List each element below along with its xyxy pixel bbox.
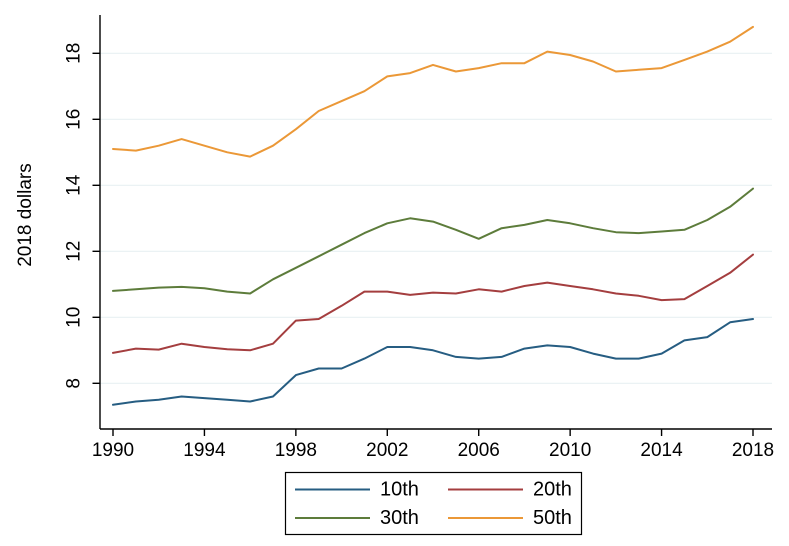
x-tick-label: 1998 (275, 440, 317, 461)
series-line-20th (112, 253, 754, 354)
y-tick-label: 18 (64, 43, 85, 64)
legend-label-10th: 10th (380, 479, 419, 501)
x-tick-label: 1990 (92, 440, 134, 461)
x-tick-label: 1994 (183, 440, 226, 461)
y-tick-label: 16 (64, 109, 85, 130)
y-tick-label: 14 (64, 174, 85, 196)
x-tick-label: 2010 (549, 440, 591, 461)
y-tick-label: 12 (64, 241, 85, 262)
y-tick-label: 8 (64, 378, 85, 389)
y-tick-label: 10 (64, 307, 85, 328)
x-tick-label: 2002 (366, 440, 408, 461)
legend-label-30th: 30th (380, 507, 419, 529)
x-tick-label: 2018 (732, 440, 774, 461)
series-line-10th (112, 318, 754, 406)
legend-label-20th: 20th (533, 479, 572, 501)
legend-box (284, 471, 583, 536)
legend-label-50th: 50th (533, 507, 572, 529)
series-line-30th (112, 187, 754, 295)
x-tick-label: 2006 (458, 440, 500, 461)
series-line-50th (112, 25, 754, 158)
y-axis-title: 2018 dollars (15, 163, 36, 267)
x-tick-label: 2014 (640, 440, 683, 461)
